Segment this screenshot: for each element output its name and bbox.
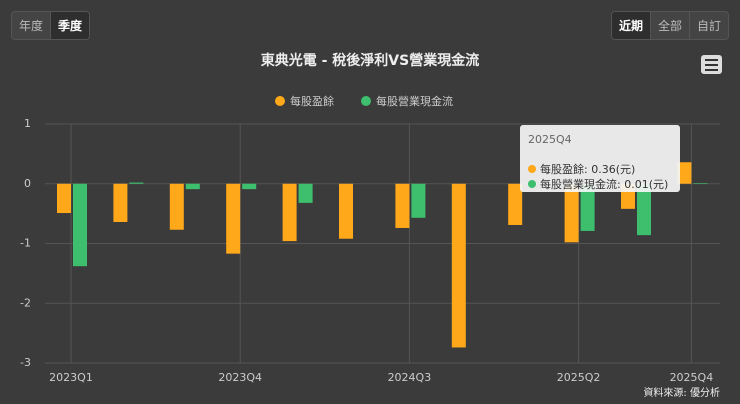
bar: [298, 183, 313, 203]
bar: [57, 183, 71, 214]
legend-label: 每股盈餘: [290, 94, 334, 108]
bar: [395, 183, 410, 228]
y-tick-label: -1: [20, 237, 31, 250]
button[interactable]: 年度: [12, 12, 52, 39]
button[interactable]: 全部: [650, 12, 690, 39]
x-tick-label: 2024Q3: [388, 371, 432, 384]
y-tick-label: -2: [20, 296, 31, 309]
x-tick-label: 2025Q2: [557, 371, 601, 384]
bar: [693, 183, 708, 184]
legend-label: 每股營業現金流: [376, 94, 453, 108]
tooltip-line: 每股盈餘: 0.36(元): [540, 163, 636, 176]
bar: [451, 183, 466, 348]
bar: [169, 183, 184, 230]
bar: [637, 183, 651, 236]
bar: [185, 183, 200, 190]
y-tick-label: 1: [24, 117, 31, 130]
menu-icon[interactable]: [701, 55, 722, 74]
bar: [129, 182, 144, 184]
x-tick-label: 2023Q1: [49, 371, 93, 384]
bar: [580, 183, 595, 231]
bar: [677, 162, 692, 184]
chart-title: 東典光電 - 稅後淨利VS營業現金流: [261, 52, 479, 69]
bar: [73, 183, 87, 267]
source: 資料來源: 優分析: [643, 386, 720, 399]
button[interactable]: 自訂: [689, 12, 728, 39]
bar: [508, 183, 523, 225]
x-tick-label: 2025Q4: [670, 371, 714, 384]
bar: [226, 183, 241, 254]
legend-marker: [361, 96, 371, 106]
bar: [564, 183, 579, 243]
bar: [242, 183, 257, 190]
button[interactable]: 近期: [611, 12, 651, 39]
tooltip-line: 每股營業現金流: 0.01(元): [540, 178, 669, 191]
y-tick-label: -3: [20, 356, 31, 369]
button[interactable]: 季度: [51, 12, 90, 39]
y-tick-label: 0: [24, 177, 31, 190]
bar: [339, 183, 353, 239]
range-toggle: 近期 全部 自訂: [610, 11, 729, 40]
tooltip-title: 2025Q4: [528, 133, 572, 146]
bar: [411, 183, 426, 218]
period-toggle: 年度 季度: [11, 11, 91, 40]
x-tick-label: 2023Q4: [218, 371, 262, 384]
tooltip: 2025Q4 每股盈餘: 0.36(元) 每股營業現金流: 0.01(元): [520, 125, 680, 192]
bar: [113, 183, 128, 222]
legend-marker: [275, 96, 285, 106]
bar: [282, 183, 297, 242]
